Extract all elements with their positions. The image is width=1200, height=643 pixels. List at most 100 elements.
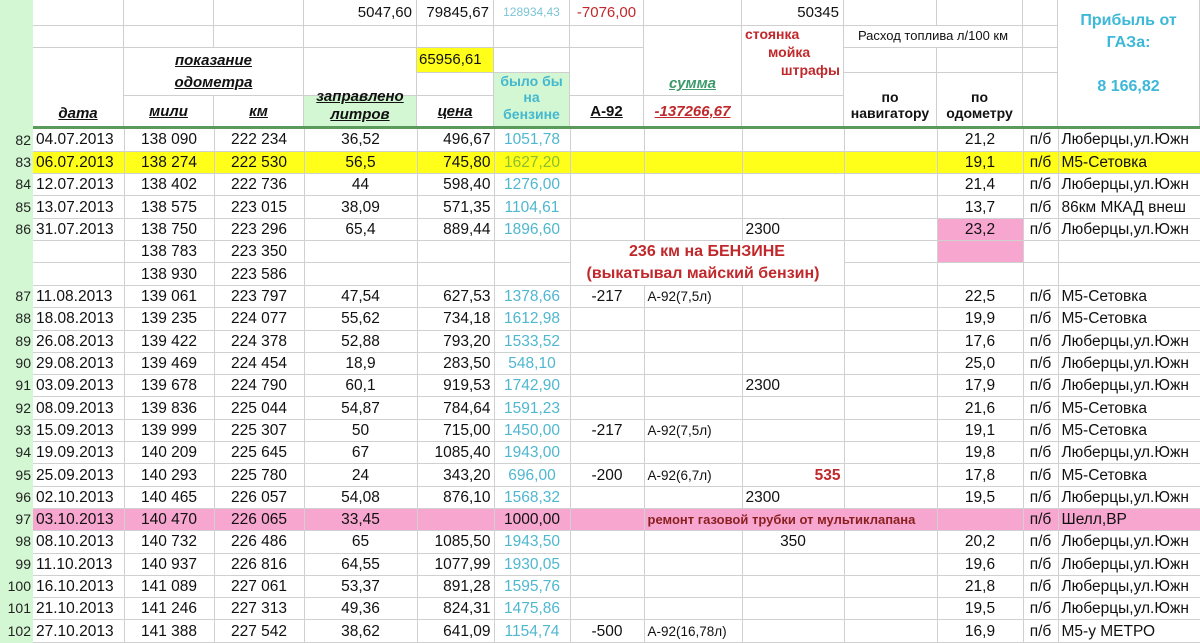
a92-note-cell[interactable] [644,218,743,241]
price-cell[interactable]: 824,31 [417,597,495,621]
odometer-consumption-cell[interactable]: 21,6 [937,396,1024,420]
a92-cell[interactable]: -200 [570,463,645,487]
row-number[interactable]: 98 [0,530,33,554]
km-header[interactable]: км [214,96,304,128]
fees-cell[interactable] [742,575,845,599]
nav-cell[interactable] [844,285,938,309]
liters-cell[interactable]: 50 [304,419,418,443]
miles-cell[interactable]: 139 469 [124,352,215,376]
fuel-type-cell[interactable]: п/б [1023,575,1059,599]
station-cell[interactable]: Люберцы,ул.Южн [1058,330,1200,353]
a92-note-cell[interactable] [644,597,743,621]
miles-cell[interactable]: 138 402 [124,173,215,197]
liters-cell[interactable]: 54,08 [304,486,418,509]
a92-cell[interactable] [570,575,645,599]
km-cell[interactable]: 222 736 [214,173,305,197]
price-cell[interactable]: 784,64 [417,396,495,420]
cell[interactable] [1023,73,1058,128]
fuel-type-cell[interactable]: п/б [1023,486,1059,509]
row-number[interactable]: 82 [0,129,33,152]
row-number[interactable]: 96 [0,486,33,509]
odometer-consumption-cell[interactable] [937,508,1024,532]
date-cell[interactable]: 11.08.2013 [33,285,125,309]
date-cell[interactable]: 03.09.2013 [33,374,125,398]
liters-cell[interactable]: 38,62 [304,619,418,643]
price-cell[interactable]: 1077,99 [417,553,495,576]
cell[interactable] [494,26,570,48]
fees-cell[interactable] [742,597,845,621]
a92-note-cell[interactable] [644,330,743,353]
nav-cell[interactable] [844,307,938,331]
price-cell[interactable]: 919,53 [417,374,495,398]
fees-cell[interactable]: 535 [742,463,845,487]
km-cell[interactable]: 227 542 [214,619,305,643]
price-cell[interactable]: 571,35 [417,195,495,219]
a92-cell[interactable] [570,218,645,241]
miles-cell[interactable]: 139 678 [124,374,215,398]
liters-cell[interactable]: 33,45 [304,508,418,532]
odometer-consumption-cell[interactable]: 19,5 [937,486,1024,509]
cell[interactable] [124,0,214,26]
fees-cell[interactable] [742,553,845,576]
price-cell[interactable]: 889,44 [417,218,495,241]
station-cell[interactable]: М5-Сетовка [1058,285,1200,309]
a92-note-cell[interactable] [644,173,743,197]
cell[interactable] [937,48,1023,73]
km-cell[interactable]: 225 780 [214,463,305,487]
liters-cell[interactable]: 54,87 [304,396,418,420]
row-number[interactable]: 97 [0,508,33,531]
cell[interactable] [1023,26,1058,48]
date-cell[interactable]: 03.10.2013 [33,508,125,532]
liters-cell[interactable]: 38,09 [304,195,418,219]
station-cell[interactable]: М5-Сетовка [1058,419,1200,443]
station-cell[interactable] [1058,240,1200,264]
a92-header[interactable]: А-92 [570,96,644,128]
fuel-type-cell[interactable]: п/б [1023,619,1059,643]
fees-cell[interactable] [742,195,845,219]
station-cell[interactable]: Люберцы,ул.Южн [1058,129,1200,152]
row-number[interactable]: 93 [0,419,33,442]
fuel-type-cell[interactable] [1023,262,1059,286]
km-cell[interactable]: 224 454 [214,352,305,376]
odometer-consumption-cell[interactable] [937,262,1024,286]
km-cell[interactable]: 226 816 [214,553,305,576]
cell[interactable] [1023,0,1058,26]
a92-cell[interactable] [570,508,645,532]
fees-cell[interactable] [742,441,845,465]
liters-cell[interactable]: 36,52 [304,129,418,152]
fuel-type-cell[interactable]: п/б [1023,307,1059,331]
miles-header[interactable]: мили [124,96,214,128]
fuel-type-cell[interactable]: п/б [1023,330,1059,353]
station-cell[interactable] [1058,262,1200,286]
nav-cell[interactable] [844,619,938,643]
miles-cell[interactable]: 141 388 [124,619,215,643]
cell[interactable] [417,26,494,48]
odometer-consumption-cell[interactable]: 21,4 [937,173,1024,197]
km-cell[interactable]: 223 296 [214,218,305,241]
liters-cell[interactable]: 56,5 [304,151,418,175]
a92-cell[interactable] [570,129,645,152]
km-cell[interactable]: 223 015 [214,195,305,219]
a92-total[interactable]: -7076,00 [570,0,644,26]
station-cell[interactable]: Люберцы,ул.Южн [1058,352,1200,376]
row-number[interactable]: 94 [0,441,33,464]
miles-cell[interactable]: 140 470 [124,508,215,532]
fuel-type-cell[interactable]: п/б [1023,553,1059,576]
petrol-equivalent-cell[interactable]: 1943,50 [494,530,571,554]
odometer-consumption-cell[interactable]: 20,2 [937,530,1024,554]
petrol-equivalent-cell[interactable]: 1450,00 [494,419,571,443]
row-number[interactable]: 90 [0,352,33,375]
a92-cell[interactable] [570,486,645,509]
petrol-equivalent-cell[interactable]: 1533,52 [494,330,571,353]
date-cell[interactable]: 29.08.2013 [33,352,125,376]
row-number[interactable]: 84 [0,173,33,196]
cell[interactable] [214,0,304,26]
station-cell[interactable]: Люберцы,ул.Южн [1058,441,1200,465]
petrol-equivalent-cell[interactable]: 548,10 [494,352,571,376]
a92-cell[interactable] [570,597,645,621]
price-cell[interactable] [417,508,495,532]
petrol-equivalent-cell[interactable]: 1595,76 [494,575,571,599]
miles-cell[interactable]: 140 937 [124,553,215,576]
cell[interactable] [937,0,1023,26]
liters-cell[interactable]: 53,37 [304,575,418,599]
